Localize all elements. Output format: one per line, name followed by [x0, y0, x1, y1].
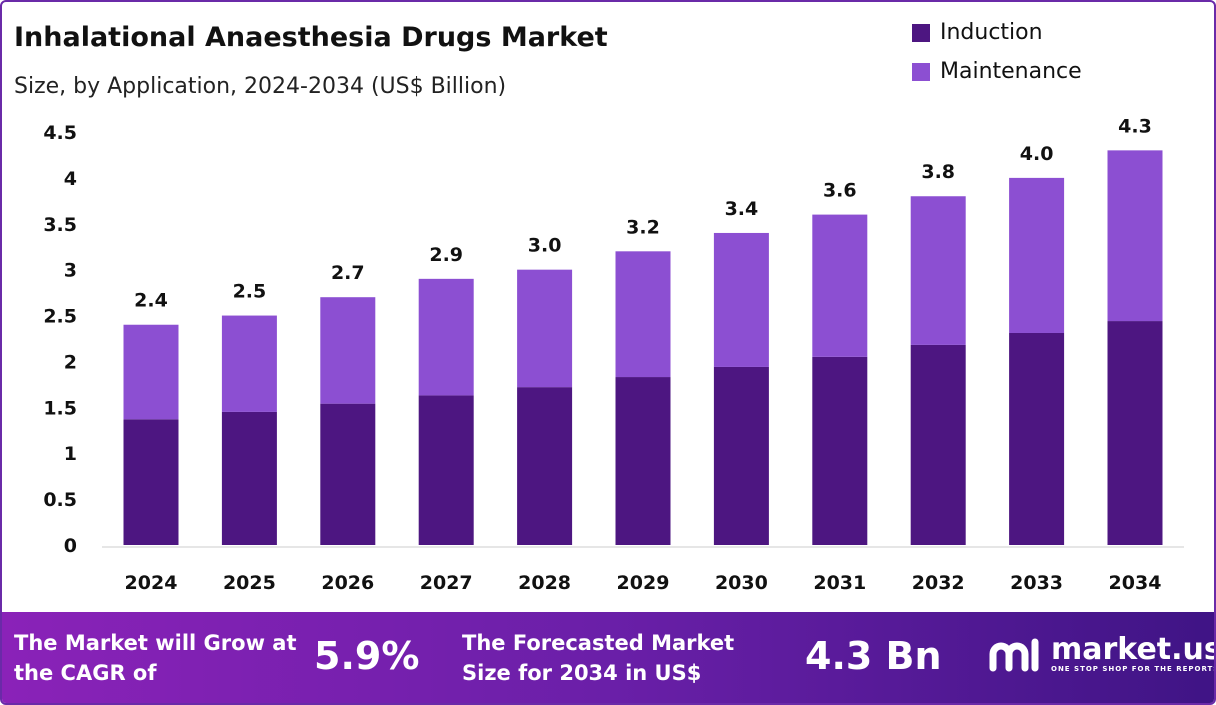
y-tick-label: 3	[64, 260, 77, 282]
logo-tagline: ONE STOP SHOP FOR THE REPORTS	[1051, 665, 1216, 673]
chart-title: Inhalational Anaesthesia Drugs Market	[14, 22, 608, 53]
bar-induction-2033	[1009, 332, 1065, 545]
legend-label: Maintenance	[940, 59, 1082, 84]
total-label-2034: 4.3	[1118, 115, 1152, 137]
total-label-2028: 3.0	[528, 235, 562, 257]
bar-induction-2031	[812, 356, 868, 545]
x-tick-label: 2025	[223, 572, 276, 594]
y-tick-label: 1	[64, 443, 77, 465]
legend-item-induction: Induction	[912, 20, 1043, 45]
y-tick-label: 4	[64, 168, 77, 190]
bar-maintenance-2033	[1009, 177, 1065, 333]
x-tick-label: 2024	[125, 572, 178, 594]
total-label-2033: 4.0	[1020, 143, 1054, 165]
x-tick-label: 2030	[715, 572, 768, 594]
logo-icon	[989, 638, 1039, 672]
total-label-2029: 3.2	[626, 216, 660, 238]
total-label-2030: 3.4	[725, 198, 759, 220]
bar-maintenance-2029	[615, 251, 671, 378]
total-label-2025: 2.5	[233, 281, 267, 303]
y-tick-label: 4.5	[43, 122, 77, 144]
x-tick-label: 2029	[617, 572, 670, 594]
bar-maintenance-2024	[123, 324, 179, 420]
x-tick-label: 2032	[912, 572, 965, 594]
x-tick-label: 2033	[1010, 572, 1063, 594]
y-tick-label: 1.5	[43, 397, 77, 419]
footer-banner: The Market will Grow at the CAGR of 5.9%…	[2, 612, 1216, 703]
bar-induction-2028	[517, 387, 573, 545]
bar-chart: 0 0.5 1 1.5 2 2.5 3 3.5 4 4.5 2.4 2024 2.5 2025 2.7 202…	[43, 115, 1184, 594]
bar-maintenance-2026	[320, 297, 376, 404]
logo-text: market.us	[1051, 632, 1216, 667]
bar-maintenance-2027	[418, 278, 474, 396]
bar-maintenance-2031	[812, 214, 868, 357]
bar-induction-2026	[320, 403, 376, 545]
legend-item-maintenance: Maintenance	[912, 59, 1082, 84]
bar-maintenance-2028	[517, 269, 573, 388]
forecast-value: 4.3 Bn	[805, 634, 942, 678]
legend-label: Induction	[940, 20, 1043, 45]
x-tick-label: 2026	[321, 572, 374, 594]
x-tick-label: 2027	[420, 572, 473, 594]
y-tick-label: 3.5	[43, 214, 77, 236]
bar-induction-2025	[221, 411, 277, 545]
total-label-2026: 2.7	[331, 262, 365, 284]
bar-induction-2030	[713, 366, 769, 545]
legend-swatch	[912, 62, 930, 81]
y-tick-label: 2.5	[43, 306, 77, 328]
x-tick-label: 2034	[1109, 572, 1162, 594]
bar-induction-2027	[418, 395, 474, 545]
y-tick-label: 2	[64, 351, 77, 373]
bar-maintenance-2032	[910, 196, 966, 345]
total-label-2027: 2.9	[429, 244, 463, 266]
total-label-2024: 2.4	[134, 290, 168, 312]
bar-maintenance-2030	[713, 232, 769, 367]
y-tick-label: 0	[64, 535, 77, 557]
bar-maintenance-2034	[1107, 150, 1163, 322]
cagr-text: The Market will Grow at the CAGR of	[14, 631, 297, 685]
total-label-2032: 3.8	[921, 161, 955, 183]
bar-induction-2034	[1107, 321, 1163, 545]
chart-subtitle: Size, by Application, 2024-2034 (US$ Bil…	[14, 74, 507, 99]
total-label-2031: 3.6	[823, 180, 857, 202]
bar-maintenance-2025	[221, 315, 277, 412]
forecast-text: The Forecasted Market Size for 2034 in U…	[462, 631, 735, 685]
legend-swatch	[912, 23, 930, 42]
bar-induction-2032	[910, 344, 966, 545]
x-tick-label: 2028	[518, 572, 571, 594]
cagr-value: 5.9%	[314, 634, 420, 678]
bar-induction-2024	[123, 419, 179, 545]
bar-induction-2029	[615, 377, 671, 545]
x-tick-label: 2031	[813, 572, 866, 594]
y-tick-label: 0.5	[43, 489, 77, 511]
market-us-logo: market.us ONE STOP SHOP FOR THE REPORTS	[987, 632, 1216, 674]
